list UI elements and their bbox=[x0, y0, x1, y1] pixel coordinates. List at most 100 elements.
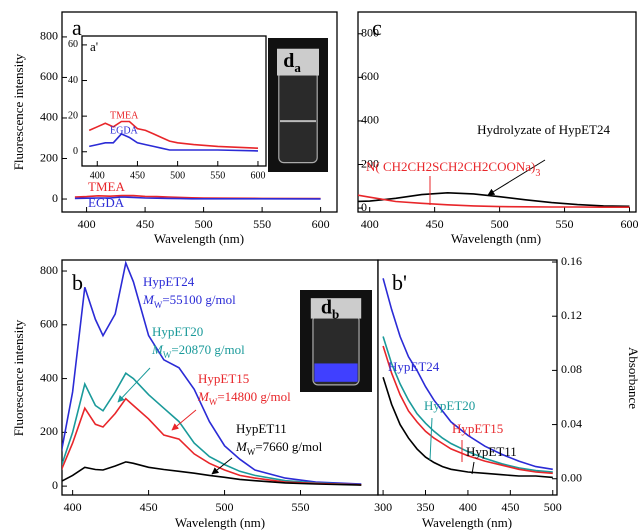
x-tick-label: 450 bbox=[136, 217, 154, 231]
series-label: HypET11 bbox=[236, 421, 287, 436]
mw-text: =14800 g/mol bbox=[217, 389, 291, 404]
y-tick-label: 0.16 bbox=[561, 254, 582, 268]
vial bbox=[278, 70, 318, 164]
mw-symbol: M bbox=[151, 342, 164, 357]
data-line bbox=[382, 336, 553, 473]
y-tick-label: 200 bbox=[40, 150, 58, 164]
y-axis-label: Fluorescence intensity bbox=[11, 53, 26, 170]
vial-cap bbox=[310, 298, 362, 319]
y-tick-label: 0 bbox=[73, 146, 78, 157]
data-line bbox=[89, 132, 259, 152]
y-tick-label: 600 bbox=[361, 69, 379, 83]
data-line bbox=[382, 345, 553, 475]
x-tick-label: 350 bbox=[417, 500, 435, 514]
series-label: HypET24 bbox=[388, 359, 440, 374]
y-tick-label: 0 bbox=[52, 191, 58, 205]
x-tick-label: 500 bbox=[216, 500, 234, 514]
data-line bbox=[62, 397, 362, 486]
y-tick-label: 600 bbox=[40, 69, 58, 83]
series-label-sub: 3 bbox=[535, 168, 540, 179]
series-label: HypET20 bbox=[152, 324, 203, 339]
panel: 0 20 40 60 400 450 500 550 600 a' TMEA EGDA bbox=[68, 35, 267, 181]
x-tick-label: 400 bbox=[78, 217, 96, 231]
y-axis-label: Absorbance bbox=[626, 347, 641, 409]
x-tick-label: 500 bbox=[195, 217, 213, 231]
data-line bbox=[62, 372, 362, 486]
y-tick-label: 0 bbox=[361, 200, 367, 214]
series-label: EGDA bbox=[110, 125, 139, 136]
y-tick-label: 0.12 bbox=[561, 308, 582, 322]
mw-text: =20870 g/mol bbox=[171, 342, 245, 357]
data-line bbox=[382, 278, 553, 471]
mw-sub: W bbox=[154, 300, 163, 310]
y-tick-label: 400 bbox=[40, 370, 58, 384]
photo-label: da bbox=[283, 50, 301, 76]
y-tick-label: 800 bbox=[361, 26, 379, 40]
series-label: HypET15 bbox=[198, 371, 249, 386]
x-tick-label: 550 bbox=[556, 217, 574, 231]
series-label: TMEA bbox=[110, 110, 139, 121]
series-label: EGDA bbox=[88, 195, 125, 210]
x-axis-label: Wavelength (nm) bbox=[175, 515, 265, 530]
mw-label: MW=20870 g/mol bbox=[151, 342, 245, 360]
mw-text: =55100 g/mol bbox=[162, 292, 236, 307]
series-label: Hydrolyzate of HypET24 bbox=[477, 122, 610, 137]
photo-label-sub: b bbox=[332, 307, 339, 322]
mw-symbol: M bbox=[197, 389, 210, 404]
panel-label: b bbox=[72, 270, 83, 295]
x-tick-label: 400 bbox=[459, 500, 477, 514]
data-line bbox=[62, 260, 362, 485]
x-tick-label: 450 bbox=[426, 217, 444, 231]
x-tick-label: 450 bbox=[501, 500, 519, 514]
series-label: HypET15 bbox=[452, 421, 503, 436]
panel-label: b' bbox=[392, 270, 407, 295]
mw-label: MW=14800 g/mol bbox=[197, 389, 291, 407]
series-label: HypET24 bbox=[143, 274, 195, 289]
data-line bbox=[74, 196, 321, 200]
mw-symbol: M bbox=[142, 292, 155, 307]
x-axis-label: Wavelength (nm) bbox=[422, 515, 512, 530]
y-tick-label: 0.08 bbox=[561, 362, 582, 376]
x-tick-label: 400 bbox=[90, 170, 105, 181]
photo-label-main: d bbox=[321, 296, 332, 318]
pointer-line bbox=[471, 461, 475, 475]
y-tick-label: 800 bbox=[40, 263, 58, 277]
x-tick-label: 300 bbox=[374, 500, 392, 514]
x-tick-label: 500 bbox=[170, 170, 185, 181]
data-line bbox=[358, 194, 630, 208]
data-line bbox=[382, 376, 553, 479]
series-label-main: N( CH2CH2SCH2CH2COONa) bbox=[366, 159, 535, 174]
photo-label: db bbox=[321, 296, 339, 322]
x-tick-label: 550 bbox=[210, 170, 225, 181]
panel: 0.00 0.04 0.08 0.12 0.16 300 350 400 450 500 Wavel… bbox=[374, 254, 641, 530]
series-label: N( CH2CH2SCH2CH2COONa)3 bbox=[366, 159, 540, 179]
y-tick-label: 0 bbox=[52, 478, 58, 492]
mw-label: MW=55100 g/mol bbox=[142, 292, 236, 310]
x-tick-label: 550 bbox=[253, 217, 271, 231]
pointer-line bbox=[429, 417, 433, 461]
mw-sub: W bbox=[247, 447, 256, 457]
x-tick-label: 600 bbox=[621, 217, 639, 231]
plot-frame bbox=[81, 35, 267, 167]
series-label: HypET20 bbox=[424, 398, 475, 413]
y-tick-label: 200 bbox=[361, 156, 379, 170]
data-line bbox=[358, 191, 630, 208]
y-tick-label: 400 bbox=[40, 110, 58, 124]
plot-frame bbox=[377, 259, 558, 496]
y-tick-label: 60 bbox=[68, 39, 78, 50]
mw-text: =7660 g/mol bbox=[255, 439, 322, 454]
mw-sub: W bbox=[209, 397, 218, 407]
mw-label: MW=7660 g/mol bbox=[235, 439, 323, 457]
vial-glow bbox=[314, 363, 358, 382]
x-axis-label: Wavelength (nm) bbox=[451, 231, 541, 246]
pointer-arrow bbox=[211, 457, 233, 475]
photo-label-sub: a bbox=[294, 61, 301, 76]
pointer-arrow bbox=[171, 409, 197, 431]
panel: 0 200 400 600 800 400 450 500 550 Wavelength (nm)… bbox=[11, 259, 379, 530]
photo-label-main: d bbox=[283, 50, 294, 72]
y-tick-label: 600 bbox=[40, 317, 58, 331]
x-tick-label: 500 bbox=[544, 500, 562, 514]
data-line bbox=[88, 120, 259, 149]
